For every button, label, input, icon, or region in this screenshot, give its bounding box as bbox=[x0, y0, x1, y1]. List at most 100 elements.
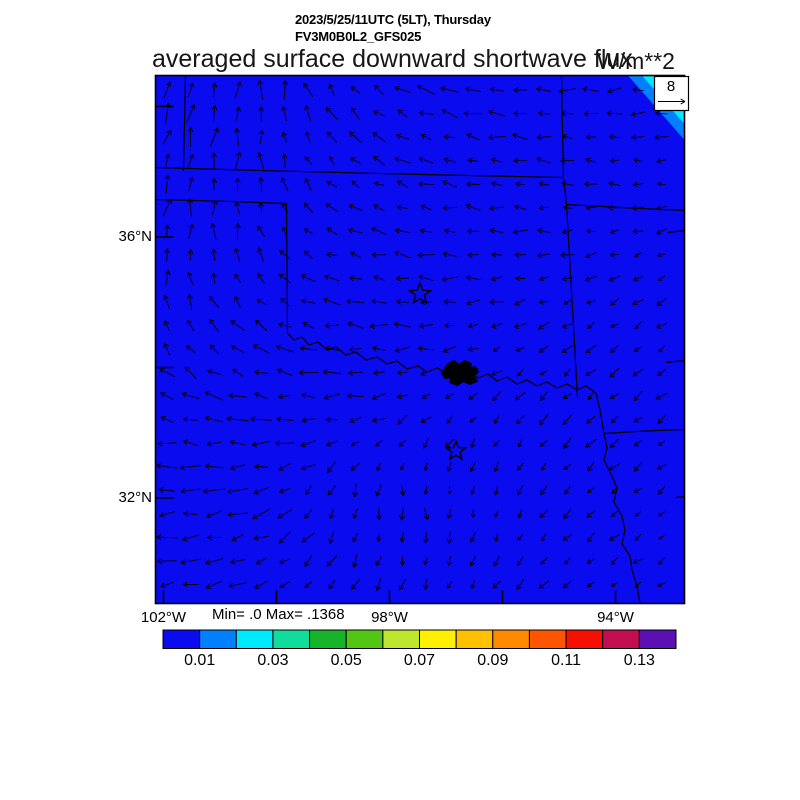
wind-arrow bbox=[210, 222, 217, 240]
colorbar-cell bbox=[309, 629, 347, 649]
wind-arrow bbox=[418, 156, 434, 164]
colorbar-cell bbox=[162, 629, 201, 649]
wind-arrow bbox=[467, 157, 479, 164]
city-star-marker bbox=[444, 439, 468, 461]
wind-arrow bbox=[326, 251, 338, 258]
wind-arrow bbox=[300, 274, 316, 283]
wind-arrow bbox=[609, 158, 620, 164]
wind-vector-field bbox=[156, 79, 669, 592]
state-border bbox=[285, 203, 289, 334]
wind-arrow bbox=[250, 416, 273, 423]
wind-arrow bbox=[585, 205, 597, 211]
wind-arrow bbox=[205, 580, 223, 590]
wind-arrow bbox=[160, 581, 174, 589]
wind-arrow bbox=[324, 274, 340, 282]
wind-arrow bbox=[282, 80, 288, 100]
lon-label: 102°W bbox=[140, 609, 187, 626]
wind-arrow bbox=[234, 247, 241, 262]
wind-arrow bbox=[328, 579, 336, 590]
wind-arrow bbox=[609, 463, 620, 471]
wind-arrow bbox=[187, 82, 195, 98]
wind-arrow bbox=[164, 153, 171, 168]
wind-arrow bbox=[539, 345, 549, 353]
state-borders bbox=[155, 75, 685, 604]
wind-arrow bbox=[468, 323, 479, 329]
wind-arrow bbox=[278, 393, 292, 400]
wind-arrow bbox=[395, 275, 410, 282]
wind-arrow bbox=[399, 532, 405, 543]
wind-arrow bbox=[658, 535, 665, 540]
wind-arrow bbox=[469, 461, 476, 472]
wind-arrow bbox=[326, 131, 337, 143]
wind-arrow bbox=[633, 391, 643, 402]
colorbar-cell bbox=[602, 629, 640, 649]
wind-arrow bbox=[376, 507, 382, 520]
wind-arrow bbox=[375, 484, 382, 497]
wind-arrow bbox=[446, 509, 452, 519]
wind-arrow bbox=[562, 205, 572, 210]
wind-arrow bbox=[301, 417, 315, 423]
wind-arrow bbox=[633, 276, 643, 282]
wind-arrow bbox=[515, 346, 525, 352]
wind-arrow bbox=[610, 438, 619, 448]
wind-arrow bbox=[276, 368, 293, 377]
wind-arrow bbox=[582, 86, 600, 92]
wind-arrow bbox=[207, 534, 222, 541]
colorbar-cell bbox=[638, 629, 677, 649]
wind-arrow bbox=[211, 105, 218, 122]
wind-arrow bbox=[587, 487, 595, 494]
wind-arrow bbox=[395, 133, 410, 140]
wind-arrow bbox=[188, 223, 195, 239]
wind-arrow bbox=[376, 532, 382, 542]
wind-arrow bbox=[561, 345, 573, 353]
wind-arrow bbox=[347, 370, 363, 376]
wind-arrow bbox=[164, 248, 170, 262]
wind-arrow bbox=[610, 556, 619, 566]
wind-arrow bbox=[514, 252, 527, 258]
wind-arrow bbox=[275, 344, 294, 353]
wind-arrow bbox=[257, 225, 265, 237]
wind-arrow bbox=[303, 82, 314, 98]
wind-arrow bbox=[539, 414, 549, 426]
wind-arrow bbox=[281, 131, 288, 143]
wind-arrow bbox=[186, 104, 196, 123]
wind-arrow bbox=[610, 345, 619, 353]
colorbar-cell bbox=[345, 629, 384, 649]
wind-arrow bbox=[657, 252, 666, 258]
wind-arrow bbox=[513, 157, 528, 164]
wind-arrow bbox=[349, 346, 362, 353]
wind-arrow bbox=[539, 439, 548, 447]
wind-arrow bbox=[587, 462, 595, 472]
colorbar-cell bbox=[199, 629, 237, 649]
wind-arrow bbox=[281, 153, 288, 168]
wind-arrow bbox=[423, 531, 429, 544]
wind-arrow bbox=[277, 509, 292, 519]
colorbar-cell bbox=[565, 629, 604, 649]
wind-arrow bbox=[301, 392, 316, 399]
wind-arrow bbox=[423, 579, 429, 590]
wind-arrow bbox=[418, 181, 434, 187]
model-id: FV3M0B0L2_GFS025 bbox=[295, 29, 422, 44]
wind-arrow bbox=[234, 177, 241, 191]
wind-arrow bbox=[634, 581, 642, 588]
wind-arrow bbox=[179, 464, 202, 471]
wind-arrow bbox=[467, 228, 480, 235]
wind-arrow bbox=[494, 510, 499, 518]
wind-arrow bbox=[346, 298, 365, 305]
wind-arrow bbox=[304, 555, 313, 567]
wind-arrow bbox=[304, 177, 312, 191]
wind-arrow bbox=[278, 322, 292, 328]
wind-arrow bbox=[470, 438, 476, 449]
wind-arrow bbox=[234, 128, 240, 147]
wind-arrow bbox=[446, 461, 452, 472]
wind-arrow bbox=[586, 228, 596, 234]
wind-arrow bbox=[227, 488, 249, 495]
wind-arrow bbox=[394, 346, 411, 353]
wind-arrow bbox=[279, 250, 291, 260]
wind-arrow bbox=[563, 299, 571, 305]
state-border bbox=[287, 332, 447, 374]
wind-arrow bbox=[159, 511, 175, 518]
wind-arrow bbox=[185, 345, 196, 353]
